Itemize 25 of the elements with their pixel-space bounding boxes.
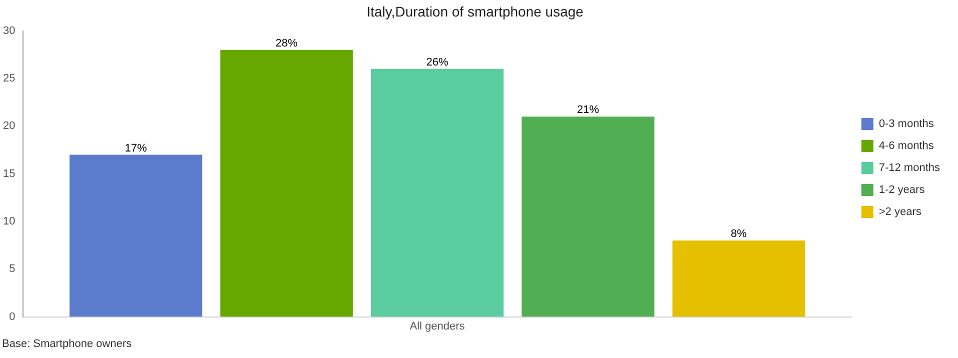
y-tick-label: 10 <box>2 216 16 228</box>
bar <box>522 116 654 317</box>
legend-label: 1-2 years <box>878 184 926 196</box>
data-label: 21% <box>577 104 600 116</box>
data-label: 17% <box>124 142 148 154</box>
data-label: 26% <box>426 56 449 68</box>
chart-title: Italy,Duration of smartphone usage <box>366 3 584 20</box>
y-tick-label: 0 <box>9 310 16 323</box>
legend-label: 7-12 months <box>878 162 940 174</box>
bar <box>370 68 504 317</box>
data-label: 8% <box>730 228 747 240</box>
y-tick-label: 5 <box>9 263 16 276</box>
data-label: 28% <box>276 37 298 50</box>
x-tick-label: All genders <box>410 320 466 332</box>
legend-label: 4-6 months <box>878 140 934 152</box>
y-tick-label: 25 <box>2 72 16 84</box>
y-tick-label: 15 <box>2 168 16 180</box>
legend-label: >2 years <box>878 206 922 218</box>
text: Base: Smartphone owners <box>2 338 132 350</box>
bar <box>672 240 806 317</box>
bar <box>220 50 353 317</box>
legend-label: 0-3 months <box>878 118 934 130</box>
y-tick-label: 30 <box>2 24 16 37</box>
y-tick-label: 20 <box>2 120 16 132</box>
bar <box>70 154 202 317</box>
